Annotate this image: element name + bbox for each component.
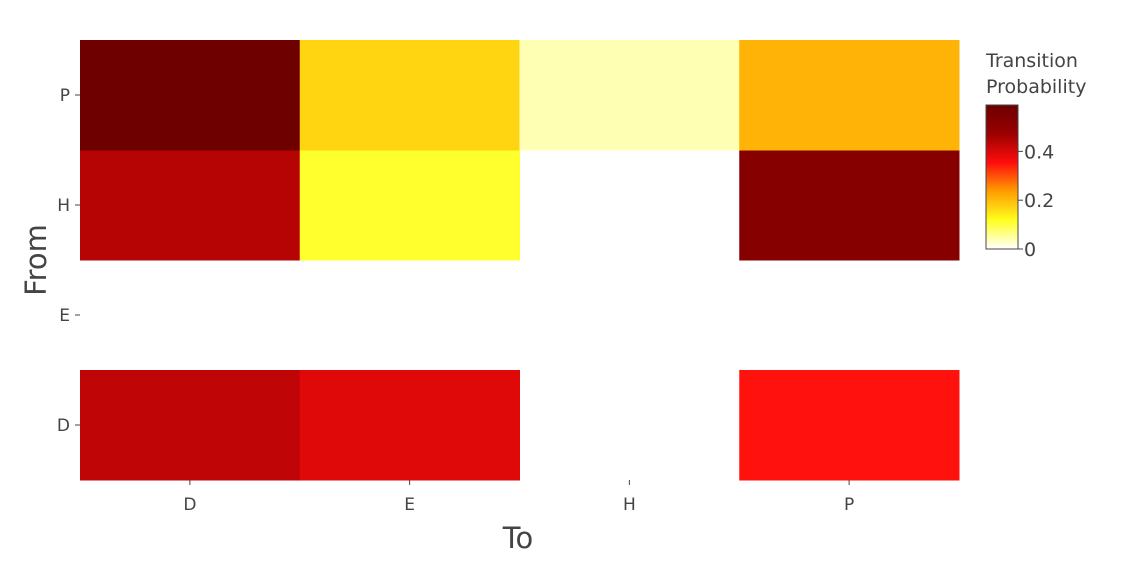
heatmap-cell-H-to-P bbox=[739, 150, 960, 261]
heatmap-cell-D-to-E bbox=[299, 370, 520, 481]
x-tick-label: D bbox=[183, 495, 196, 515]
colorbar-title-line-2: Probability bbox=[986, 76, 1086, 98]
y-tick-label: P bbox=[60, 86, 70, 106]
heatmap-cell-D-to-D bbox=[80, 370, 301, 481]
y-tick-label: H bbox=[57, 196, 70, 216]
heatmap-cell-P-to-H bbox=[519, 40, 740, 151]
colorbar-tick-label: 0 bbox=[1024, 239, 1036, 261]
colorbar-gradient bbox=[985, 104, 1019, 250]
colorbar-ticks: 0 0.2 0.4 bbox=[1018, 141, 1054, 261]
colorbar: Transition Probability 0 0.2 0.4 bbox=[985, 50, 1086, 261]
heatmap-cell-P-to-D bbox=[80, 40, 301, 151]
y-axis: D E H P bbox=[57, 86, 80, 436]
colorbar-tick-label: 0.2 bbox=[1024, 190, 1054, 212]
colorbar-title-line-1: Transition bbox=[985, 50, 1078, 72]
heatmap-cells bbox=[80, 40, 960, 481]
heatmap-cell-H-to-D bbox=[80, 150, 301, 261]
x-tick-label: E bbox=[404, 495, 415, 515]
x-axis-title: To bbox=[502, 521, 534, 555]
y-axis-title: From bbox=[19, 224, 53, 296]
heatmap-cell-P-to-P bbox=[739, 40, 960, 151]
colorbar-tick-label: 0.4 bbox=[1024, 141, 1054, 163]
y-tick-label: D bbox=[57, 416, 70, 436]
y-tick-label: E bbox=[59, 306, 70, 326]
heatmap-cell-P-to-E bbox=[299, 40, 520, 151]
x-tick-label: P bbox=[844, 495, 854, 515]
heatmap-cell-H-to-E bbox=[299, 150, 520, 261]
x-tick-label: H bbox=[623, 495, 636, 515]
heatmap-cell-D-to-P bbox=[739, 370, 960, 481]
